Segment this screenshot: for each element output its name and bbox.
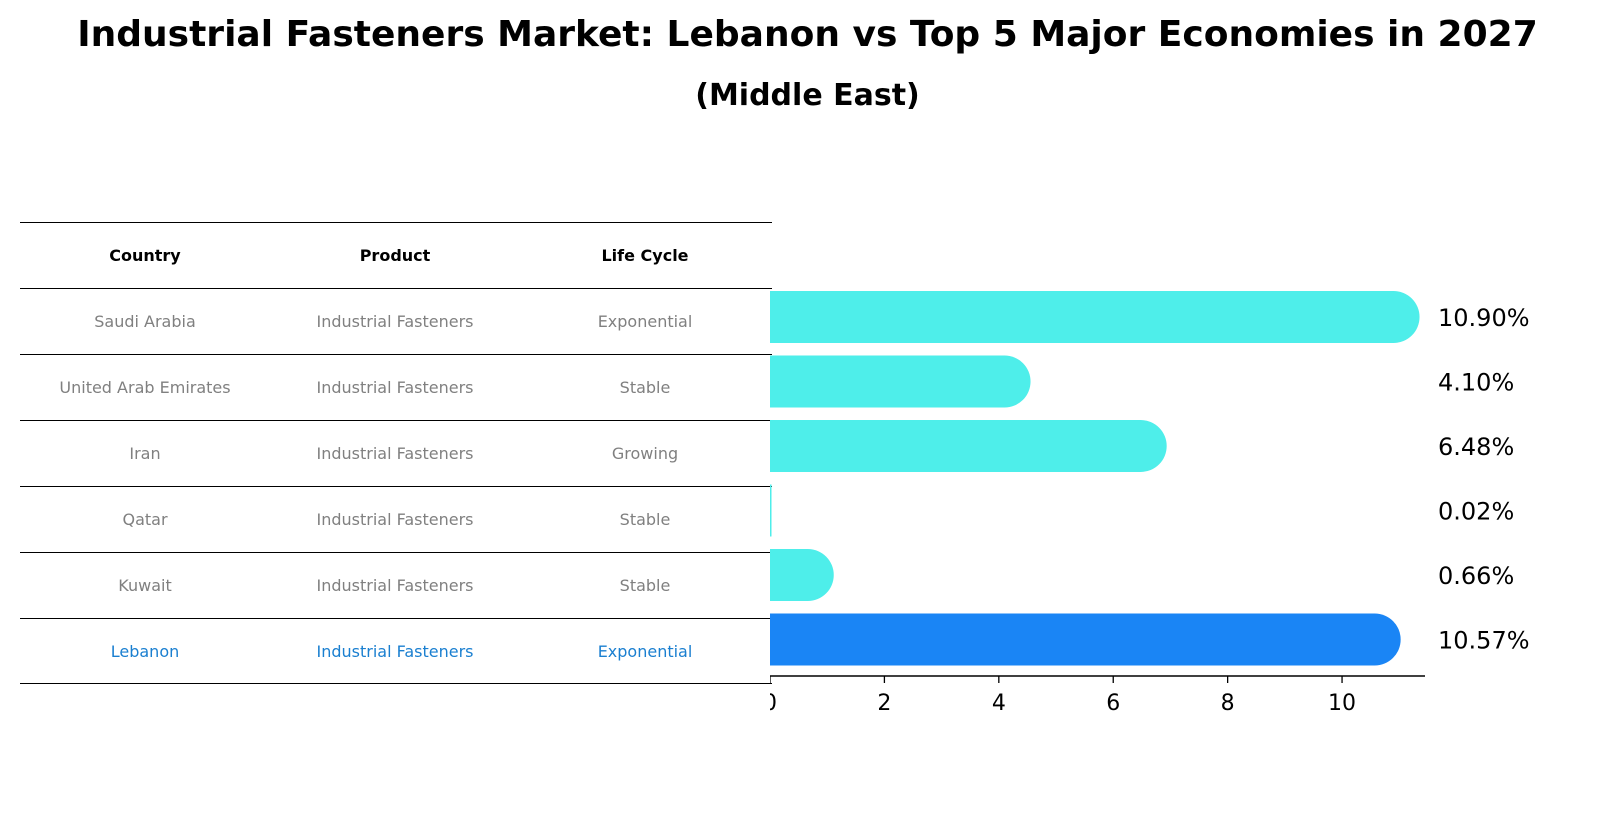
bar bbox=[770, 484, 772, 537]
bar-value-label: 10.90% bbox=[1438, 304, 1530, 332]
table-row-highlighted: Lebanon Industrial Fasteners Exponential bbox=[20, 618, 772, 684]
cell-life-cycle: Exponential bbox=[597, 641, 693, 661]
cell-product: Industrial Fasteners bbox=[316, 378, 474, 397]
cell-country: Saudi Arabia bbox=[94, 312, 196, 331]
bar-value-label: 0.66% bbox=[1438, 562, 1514, 590]
cell-product: Industrial Fasteners bbox=[316, 444, 474, 463]
cell-product: Industrial Fasteners bbox=[316, 576, 474, 595]
cell-product: Industrial Fasteners bbox=[316, 641, 474, 661]
cell-country: Qatar bbox=[122, 510, 168, 529]
cell-product: Industrial Fasteners bbox=[316, 510, 474, 529]
header-life-cycle: Life Cycle bbox=[601, 246, 689, 265]
bar bbox=[770, 613, 1401, 666]
cell-life-cycle: Growing bbox=[611, 444, 679, 463]
cell-life-cycle: Stable bbox=[619, 576, 671, 595]
x-axis-tick-label: 6 bbox=[1106, 691, 1120, 716]
bar-chart: 10.90% 4.10% 6.48% 0.02% 0.66% 10.57% 0 2 4 6 8 10 bbox=[770, 291, 1530, 716]
bar-value-label: 10.57% bbox=[1438, 627, 1530, 655]
x-axis-tick-label: 10 bbox=[1328, 691, 1356, 716]
cell-product: Industrial Fasteners bbox=[316, 312, 474, 331]
table-row: United Arab Emirates Industrial Fastener… bbox=[20, 354, 772, 420]
x-axis-tick-label: 2 bbox=[877, 691, 891, 716]
cell-life-cycle: Stable bbox=[619, 378, 671, 397]
cell-life-cycle: Exponential bbox=[597, 312, 693, 331]
x-axis-tick-label: 0 bbox=[770, 691, 777, 716]
header-country: Country bbox=[109, 246, 181, 265]
cell-country: Kuwait bbox=[118, 576, 172, 595]
table-row: Qatar Industrial Fasteners Stable bbox=[20, 486, 772, 552]
table-header-row: Country Product Life Cycle bbox=[20, 222, 772, 288]
bar bbox=[770, 549, 834, 601]
country-table: Country Product Life Cycle Saudi Arabia … bbox=[20, 222, 772, 684]
header-product: Product bbox=[359, 246, 431, 265]
table-row: Iran Industrial Fasteners Growing bbox=[20, 420, 772, 486]
cell-country: Lebanon bbox=[110, 641, 180, 661]
x-axis-tick-label: 4 bbox=[992, 691, 1006, 716]
bar bbox=[770, 420, 1167, 472]
bar bbox=[770, 355, 1031, 408]
x-axis-tick-label: 8 bbox=[1221, 691, 1235, 716]
chart-title: Industrial Fasteners Market: Lebanon vs … bbox=[77, 14, 1538, 55]
chart-subtitle: (Middle East) bbox=[695, 78, 920, 113]
bar bbox=[770, 291, 1420, 343]
bar-value-label: 0.02% bbox=[1438, 498, 1514, 526]
table-row: Kuwait Industrial Fasteners Stable bbox=[20, 552, 772, 618]
cell-country: United Arab Emirates bbox=[59, 378, 231, 397]
cell-life-cycle: Stable bbox=[619, 510, 671, 529]
cell-country: Iran bbox=[129, 444, 161, 463]
table-row: Saudi Arabia Industrial Fasteners Expone… bbox=[20, 288, 772, 354]
bar-value-label: 6.48% bbox=[1438, 433, 1514, 461]
bar-value-label: 4.10% bbox=[1438, 369, 1514, 397]
